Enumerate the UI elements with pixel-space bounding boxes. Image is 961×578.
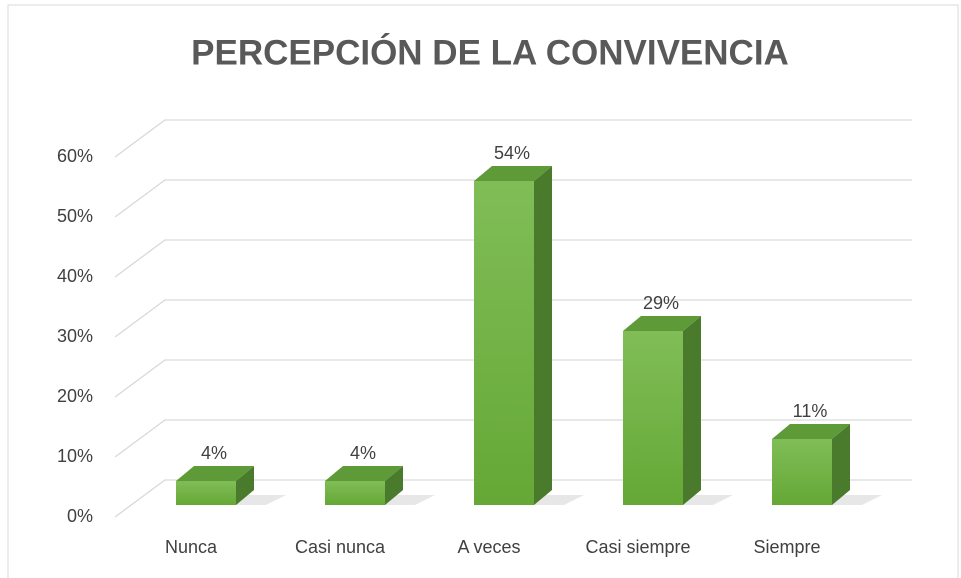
- bar-face: [176, 466, 254, 481]
- bar-face: [772, 424, 850, 439]
- bar-face: [474, 166, 552, 181]
- chart-title: PERCEPCIÓN DE LA CONVIVENCIA: [191, 32, 789, 72]
- data-label: 29%: [643, 293, 679, 313]
- data-label: 4%: [201, 443, 227, 463]
- data-label: 11%: [793, 401, 828, 421]
- grid-line: [114, 119, 912, 158]
- bar: [176, 466, 254, 505]
- bar-face: [683, 316, 701, 505]
- y-tick-label: 30%: [57, 326, 93, 346]
- bar: [474, 166, 552, 505]
- y-tick-label: 40%: [57, 266, 93, 286]
- x-tick-label: Casi nunca: [295, 537, 386, 557]
- grid-line: [114, 179, 912, 218]
- y-tick-label: 10%: [57, 446, 93, 466]
- data-label: 54%: [494, 143, 530, 163]
- bar-face: [385, 466, 403, 505]
- y-tick-label: 20%: [57, 386, 93, 406]
- bar-face: [832, 424, 850, 505]
- x-tick-label: Casi siempre: [585, 537, 690, 557]
- bar: [325, 466, 403, 505]
- y-tick-label: 60%: [57, 146, 93, 166]
- bar-face: [623, 316, 701, 331]
- data-label: 4%: [350, 443, 376, 463]
- bar: [772, 424, 850, 505]
- y-tick-label: 50%: [57, 206, 93, 226]
- bar-face: [236, 466, 254, 505]
- y-tick-label: 0%: [67, 506, 93, 526]
- bar: [623, 316, 701, 505]
- grid-line: [114, 299, 912, 338]
- bar-face: [176, 481, 236, 505]
- x-tick-label: A veces: [457, 537, 520, 557]
- bar-face: [623, 331, 683, 505]
- bar-face: [772, 439, 832, 505]
- x-tick-label: Nunca: [165, 537, 218, 557]
- bar-face: [325, 466, 403, 481]
- bar-face: [325, 481, 385, 505]
- bar-face: [474, 181, 534, 505]
- x-tick-label: Siempre: [753, 537, 820, 557]
- bar-face: [534, 166, 552, 505]
- grid-line: [114, 239, 912, 278]
